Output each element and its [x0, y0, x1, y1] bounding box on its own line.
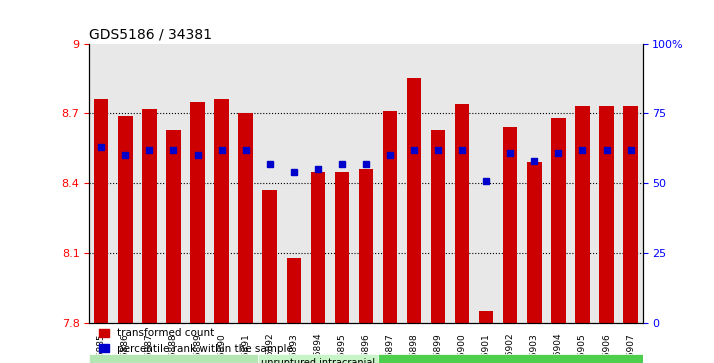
Bar: [383, 111, 397, 323]
FancyBboxPatch shape: [378, 354, 643, 363]
FancyBboxPatch shape: [89, 354, 258, 363]
Bar: [551, 118, 565, 323]
Bar: [311, 172, 325, 323]
Bar: [455, 104, 469, 323]
Bar: [623, 106, 638, 323]
Text: GDS5186 / 34381: GDS5186 / 34381: [89, 27, 212, 41]
Bar: [94, 99, 109, 323]
Bar: [238, 113, 253, 323]
Bar: [527, 162, 541, 323]
Bar: [599, 106, 614, 323]
Text: unruptured intracranial
aneurysm: unruptured intracranial aneurysm: [261, 358, 375, 363]
Legend: transformed count, percentile rank within the sample: transformed count, percentile rank withi…: [94, 324, 298, 358]
Bar: [263, 190, 277, 323]
Bar: [479, 311, 493, 323]
FancyBboxPatch shape: [258, 354, 378, 363]
Bar: [575, 106, 590, 323]
Bar: [118, 116, 133, 323]
Bar: [503, 127, 518, 323]
Bar: [407, 78, 421, 323]
Bar: [335, 172, 349, 323]
Bar: [191, 102, 205, 323]
Bar: [166, 130, 181, 323]
Bar: [286, 258, 301, 323]
Bar: [142, 109, 156, 323]
Bar: [358, 169, 373, 323]
Bar: [214, 99, 228, 323]
Bar: [431, 130, 446, 323]
